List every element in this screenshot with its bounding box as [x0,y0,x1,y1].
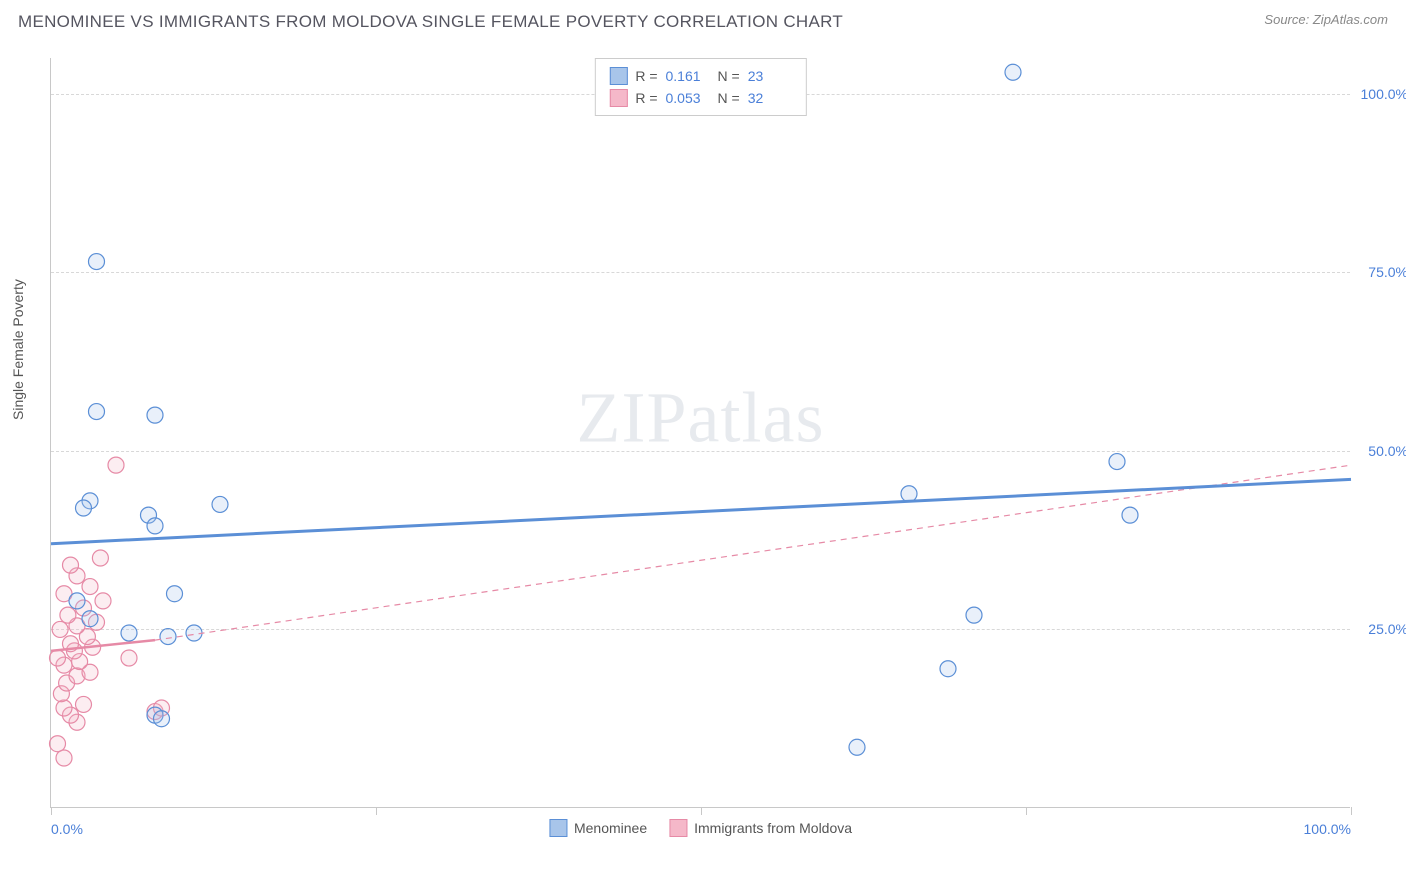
data-point [89,254,105,270]
y-tick-label: 50.0% [1354,443,1406,459]
legend-swatch [669,819,687,837]
trend-line [155,465,1351,640]
header-bar: MENOMINEE VS IMMIGRANTS FROM MOLDOVA SIN… [18,12,1388,32]
legend-label: Menominee [574,820,647,836]
data-point [63,557,79,573]
data-point [50,736,66,752]
n-value: 23 [748,68,792,84]
x-tick [51,807,52,815]
data-point [160,629,176,645]
y-tick-label: 100.0% [1354,86,1406,102]
data-point [186,625,202,641]
n-value: 32 [748,90,792,106]
legend-item: Immigrants from Moldova [669,819,852,837]
data-point [56,700,72,716]
source-label: Source: [1264,12,1309,27]
x-tick-label: 0.0% [51,821,83,837]
data-point [82,611,98,627]
x-tick [376,807,377,815]
chart-plot-area: ZIPatlas 25.0%50.0%75.0%100.0% 0.0%100.0… [50,58,1350,808]
data-point [52,621,68,637]
y-tick-label: 25.0% [1354,621,1406,637]
data-point [966,607,982,623]
data-point [95,593,111,609]
data-point [76,696,92,712]
r-value: 0.053 [666,90,710,106]
data-point [76,500,92,516]
data-point [69,593,85,609]
data-point [147,407,163,423]
data-point [901,486,917,502]
r-value: 0.161 [666,68,710,84]
legend-item: Menominee [549,819,647,837]
data-point [940,661,956,677]
n-label: N = [718,90,740,106]
n-label: N = [718,68,740,84]
data-point [56,750,72,766]
series-legend: Menominee Immigrants from Moldova [549,819,852,837]
data-point [89,404,105,420]
data-point [60,607,76,623]
data-point [147,518,163,534]
data-point [1109,454,1125,470]
source-value: ZipAtlas.com [1313,12,1388,27]
data-point [849,739,865,755]
x-tick-label: 100.0% [1304,821,1351,837]
data-point [154,711,170,727]
data-point [50,650,66,666]
data-point [82,579,98,595]
data-point [92,550,108,566]
source-attribution: Source: ZipAtlas.com [1264,12,1388,27]
x-tick [701,807,702,815]
chart-title: MENOMINEE VS IMMIGRANTS FROM MOLDOVA SIN… [18,12,843,32]
legend-row: R = 0.161 N = 23 [609,65,791,87]
r-label: R = [635,68,657,84]
y-axis-label: Single Female Poverty [10,279,26,420]
trend-line [51,479,1351,543]
legend-swatch [609,67,627,85]
correlation-legend: R = 0.161 N = 23 R = 0.053 N = 32 [594,58,806,116]
r-label: R = [635,90,657,106]
legend-row: R = 0.053 N = 32 [609,87,791,109]
data-point [1122,507,1138,523]
data-point [121,625,137,641]
data-point [167,586,183,602]
data-point [212,496,228,512]
x-tick [1026,807,1027,815]
data-point [108,457,124,473]
x-tick [1351,807,1352,815]
data-point [121,650,137,666]
data-point [1005,64,1021,80]
legend-label: Immigrants from Moldova [694,820,852,836]
y-tick-label: 75.0% [1354,264,1406,280]
legend-swatch [609,89,627,107]
scatter-svg [51,58,1350,807]
legend-swatch [549,819,567,837]
